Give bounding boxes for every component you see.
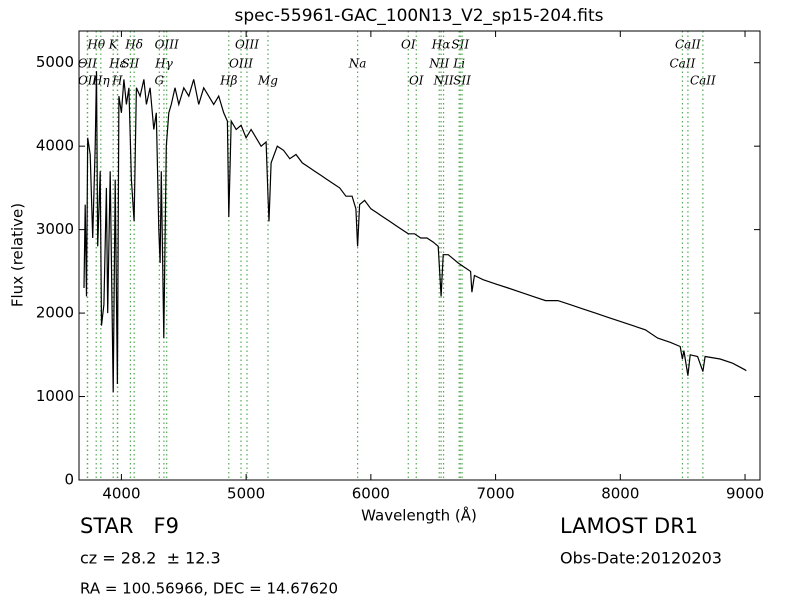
spectral-line-label: Hη <box>91 74 110 88</box>
spectral-line-label: OIII <box>235 38 259 52</box>
y-axis-label: Flux (relative) <box>9 203 27 307</box>
spectral-line-label: Li <box>452 57 465 71</box>
spectral-line-label: Hθ <box>86 38 105 52</box>
spectral-line-label: NII <box>428 57 449 71</box>
spectral-line-label: OII <box>78 74 98 88</box>
spectral-line-label: K <box>108 38 119 52</box>
spectral-line-label: SII <box>122 57 140 71</box>
y-tick-label: 4000 <box>36 137 74 155</box>
spectral-line-label: OI <box>401 38 416 52</box>
y-tick-label: 2000 <box>36 304 74 322</box>
spectral-line-label: NII <box>433 74 454 88</box>
spectral-line-label: Hδ <box>124 38 143 52</box>
spectral-line-label: Hα <box>431 38 451 52</box>
y-tick-label: 3000 <box>36 220 74 238</box>
redshift: cz = 28.2 ± 12.3 <box>80 549 221 568</box>
survey-name: LAMOST DR1 <box>560 514 698 538</box>
spectrum-line <box>83 71 747 393</box>
spectral-line-label: Hε <box>108 57 126 71</box>
coordinates: RA = 100.56966, DEC = 14.67620 <box>80 580 338 598</box>
spectral-line-label: G <box>155 74 165 88</box>
object-class: STAR F9 <box>80 514 179 538</box>
spectral-line-label: OIII <box>229 57 253 71</box>
spectral-line-label: Mg <box>257 74 278 88</box>
plot-frame <box>78 30 761 481</box>
spectral-line-label: OI <box>409 74 424 88</box>
x-tick-label: 7000 <box>476 485 514 503</box>
x-axis-label: Wavelength (Å) <box>361 506 477 525</box>
chart-title: spec-55961-GAC_100N13_V2_sp15-204.fits <box>234 6 603 26</box>
spectral-line-label: Hβ <box>219 74 237 88</box>
x-tick-label: 4000 <box>102 485 140 503</box>
spectral-line-label: OIII <box>155 38 179 52</box>
x-tick-label: 5000 <box>227 485 265 503</box>
spectral-line-label: CaII <box>675 38 701 52</box>
obs-date: Obs-Date:20120203 <box>560 549 722 568</box>
spectral-line-label: SII <box>453 74 471 88</box>
x-tick-label: 6000 <box>352 485 390 503</box>
x-tick-label: 9000 <box>726 485 764 503</box>
plot-area: OIIOIIHθHηKHHεSIIHδGHγOIIIHβOIIIOIIIMgNa… <box>36 30 764 503</box>
spectral-line-label: CaII <box>690 74 716 88</box>
spectral-line-label: CaII <box>670 57 696 71</box>
y-tick-label: 1000 <box>36 387 74 405</box>
x-tick-label: 8000 <box>601 485 639 503</box>
spectral-line-label: SII <box>451 38 469 52</box>
y-tick-label: 0 <box>64 471 74 489</box>
spectral-line-label: Na <box>348 57 367 71</box>
y-tick-label: 5000 <box>36 53 74 71</box>
spectral-line-label: Hγ <box>154 57 173 71</box>
